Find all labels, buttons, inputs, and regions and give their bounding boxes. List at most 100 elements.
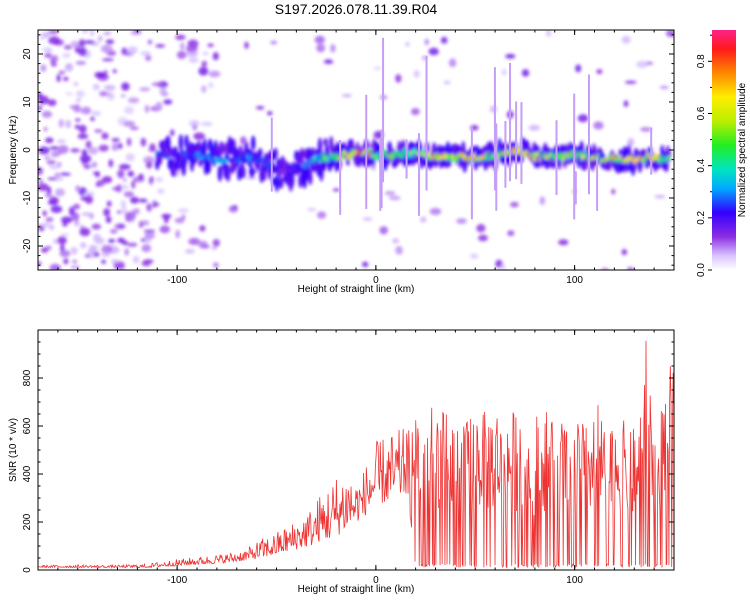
speckle bbox=[149, 143, 156, 151]
speckle bbox=[42, 221, 51, 228]
speckle bbox=[175, 34, 186, 40]
speckle bbox=[82, 30, 88, 34]
speckle bbox=[413, 70, 420, 78]
speckle bbox=[501, 68, 507, 76]
speckle bbox=[68, 206, 75, 216]
speckle bbox=[63, 258, 69, 265]
speckle bbox=[373, 66, 382, 70]
speckle bbox=[558, 239, 569, 246]
speckle bbox=[101, 132, 109, 140]
speckle bbox=[116, 210, 122, 215]
speckle bbox=[81, 212, 94, 216]
speckle bbox=[539, 196, 546, 206]
speckle bbox=[546, 30, 552, 37]
speckle bbox=[56, 139, 67, 144]
speckle bbox=[61, 216, 73, 224]
speckle bbox=[42, 47, 47, 52]
speckle bbox=[411, 108, 420, 116]
speckle bbox=[60, 244, 65, 252]
speckle bbox=[185, 45, 198, 53]
speckle bbox=[181, 214, 186, 220]
speckle bbox=[105, 39, 115, 45]
speckle bbox=[141, 260, 151, 267]
speckle bbox=[120, 200, 126, 208]
ridge-halo bbox=[329, 136, 334, 151]
speckle bbox=[161, 92, 169, 97]
speckle bbox=[186, 50, 199, 57]
speckle bbox=[208, 82, 214, 89]
speckle bbox=[44, 192, 53, 198]
speckle bbox=[362, 217, 373, 221]
speckle bbox=[102, 176, 113, 184]
speckle bbox=[111, 143, 119, 151]
speckle bbox=[395, 74, 402, 83]
speckle bbox=[146, 203, 152, 212]
speckle bbox=[388, 195, 401, 201]
ridge-halo bbox=[290, 171, 295, 188]
speckle bbox=[42, 210, 47, 217]
speckle bbox=[163, 99, 173, 105]
speckle bbox=[177, 208, 189, 213]
ridge-halo bbox=[317, 137, 323, 155]
speckle bbox=[124, 106, 134, 115]
speckle bbox=[193, 132, 206, 141]
speckle bbox=[38, 146, 50, 155]
spectrogram-ridge bbox=[155, 134, 672, 192]
speckle bbox=[38, 226, 45, 232]
colorbar-tick-label: 0.2 bbox=[696, 210, 707, 224]
colorbar-tick-label: 0.4 bbox=[696, 158, 707, 172]
speckle bbox=[127, 242, 138, 247]
ridge-core bbox=[219, 156, 224, 161]
speckle bbox=[124, 248, 129, 256]
speckle bbox=[129, 126, 139, 130]
snr-plot-area bbox=[38, 340, 674, 569]
speckle bbox=[201, 60, 208, 67]
colorbar-gradient bbox=[712, 30, 736, 270]
x-tick-label: 0 bbox=[373, 575, 379, 586]
speckle bbox=[521, 69, 530, 77]
speckle bbox=[121, 206, 127, 215]
speckle bbox=[70, 40, 79, 48]
speckle bbox=[91, 223, 102, 230]
speckle bbox=[81, 106, 92, 115]
speckle bbox=[384, 191, 396, 196]
ridge-halo bbox=[166, 135, 171, 153]
speckle bbox=[624, 80, 637, 85]
speckle bbox=[202, 51, 209, 56]
speckle bbox=[73, 81, 79, 86]
speckle bbox=[121, 82, 130, 91]
speckle bbox=[188, 57, 199, 63]
speckle bbox=[528, 124, 541, 131]
speckle bbox=[317, 211, 327, 219]
ridge-halo bbox=[217, 165, 223, 182]
speckle bbox=[62, 221, 68, 227]
speckle bbox=[45, 47, 53, 53]
ridge-core bbox=[175, 153, 181, 160]
speckle bbox=[138, 198, 148, 203]
speckle bbox=[145, 161, 153, 169]
speckle bbox=[106, 200, 112, 207]
speckle bbox=[81, 149, 88, 157]
speckle bbox=[70, 148, 80, 153]
spectrogram-noise-layer bbox=[38, 30, 674, 270]
speckle bbox=[75, 185, 81, 192]
speckle bbox=[138, 173, 144, 180]
speckle bbox=[201, 121, 213, 127]
speckle bbox=[332, 188, 340, 192]
speckle bbox=[48, 36, 60, 45]
speckle bbox=[659, 85, 669, 90]
speckle bbox=[130, 196, 139, 204]
y-tick-label: -20 bbox=[22, 238, 33, 253]
ridge-halo bbox=[308, 169, 313, 186]
x-tick-label: 100 bbox=[566, 575, 583, 586]
speckle bbox=[208, 70, 221, 78]
colorbar-label: Normalized spectral amplitude bbox=[737, 82, 748, 217]
colorbar: 0.0 0.2 0.4 0.6 0.8 Normalized spectral ampl… bbox=[696, 30, 748, 277]
snr-ylabel: SNR (10 * v/v) bbox=[8, 418, 19, 482]
speckle bbox=[105, 216, 112, 224]
speckle bbox=[83, 165, 91, 169]
speckle bbox=[38, 183, 49, 192]
speckle bbox=[323, 59, 334, 64]
speckle bbox=[100, 44, 113, 54]
